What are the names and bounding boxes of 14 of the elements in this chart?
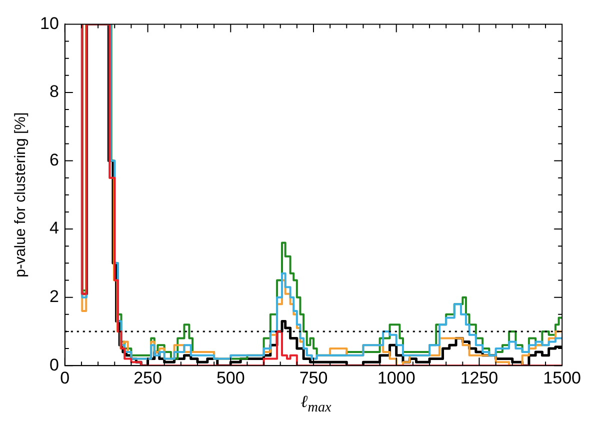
y-tick-label: 0 — [49, 355, 59, 374]
y-tick-label: 2 — [49, 287, 59, 306]
x-tick-label: 750 — [299, 368, 328, 388]
x-tick-label: 500 — [216, 368, 245, 388]
y-tick-label: 10 — [40, 14, 59, 33]
x-axis-title: ℓ$_{max}$ — [300, 392, 332, 416]
x-tick-label: 1500 — [543, 368, 582, 388]
y-tick-label: 4 — [49, 218, 59, 238]
y-tick-label: 6 — [49, 150, 59, 170]
x-tick-label: 1250 — [460, 368, 498, 388]
x-tick-label: 1000 — [377, 368, 416, 388]
x-tick-label: 250 — [134, 368, 162, 388]
y-axis-title: p-value for clustering [%] — [12, 112, 30, 278]
y-tick-label: 8 — [49, 82, 59, 102]
